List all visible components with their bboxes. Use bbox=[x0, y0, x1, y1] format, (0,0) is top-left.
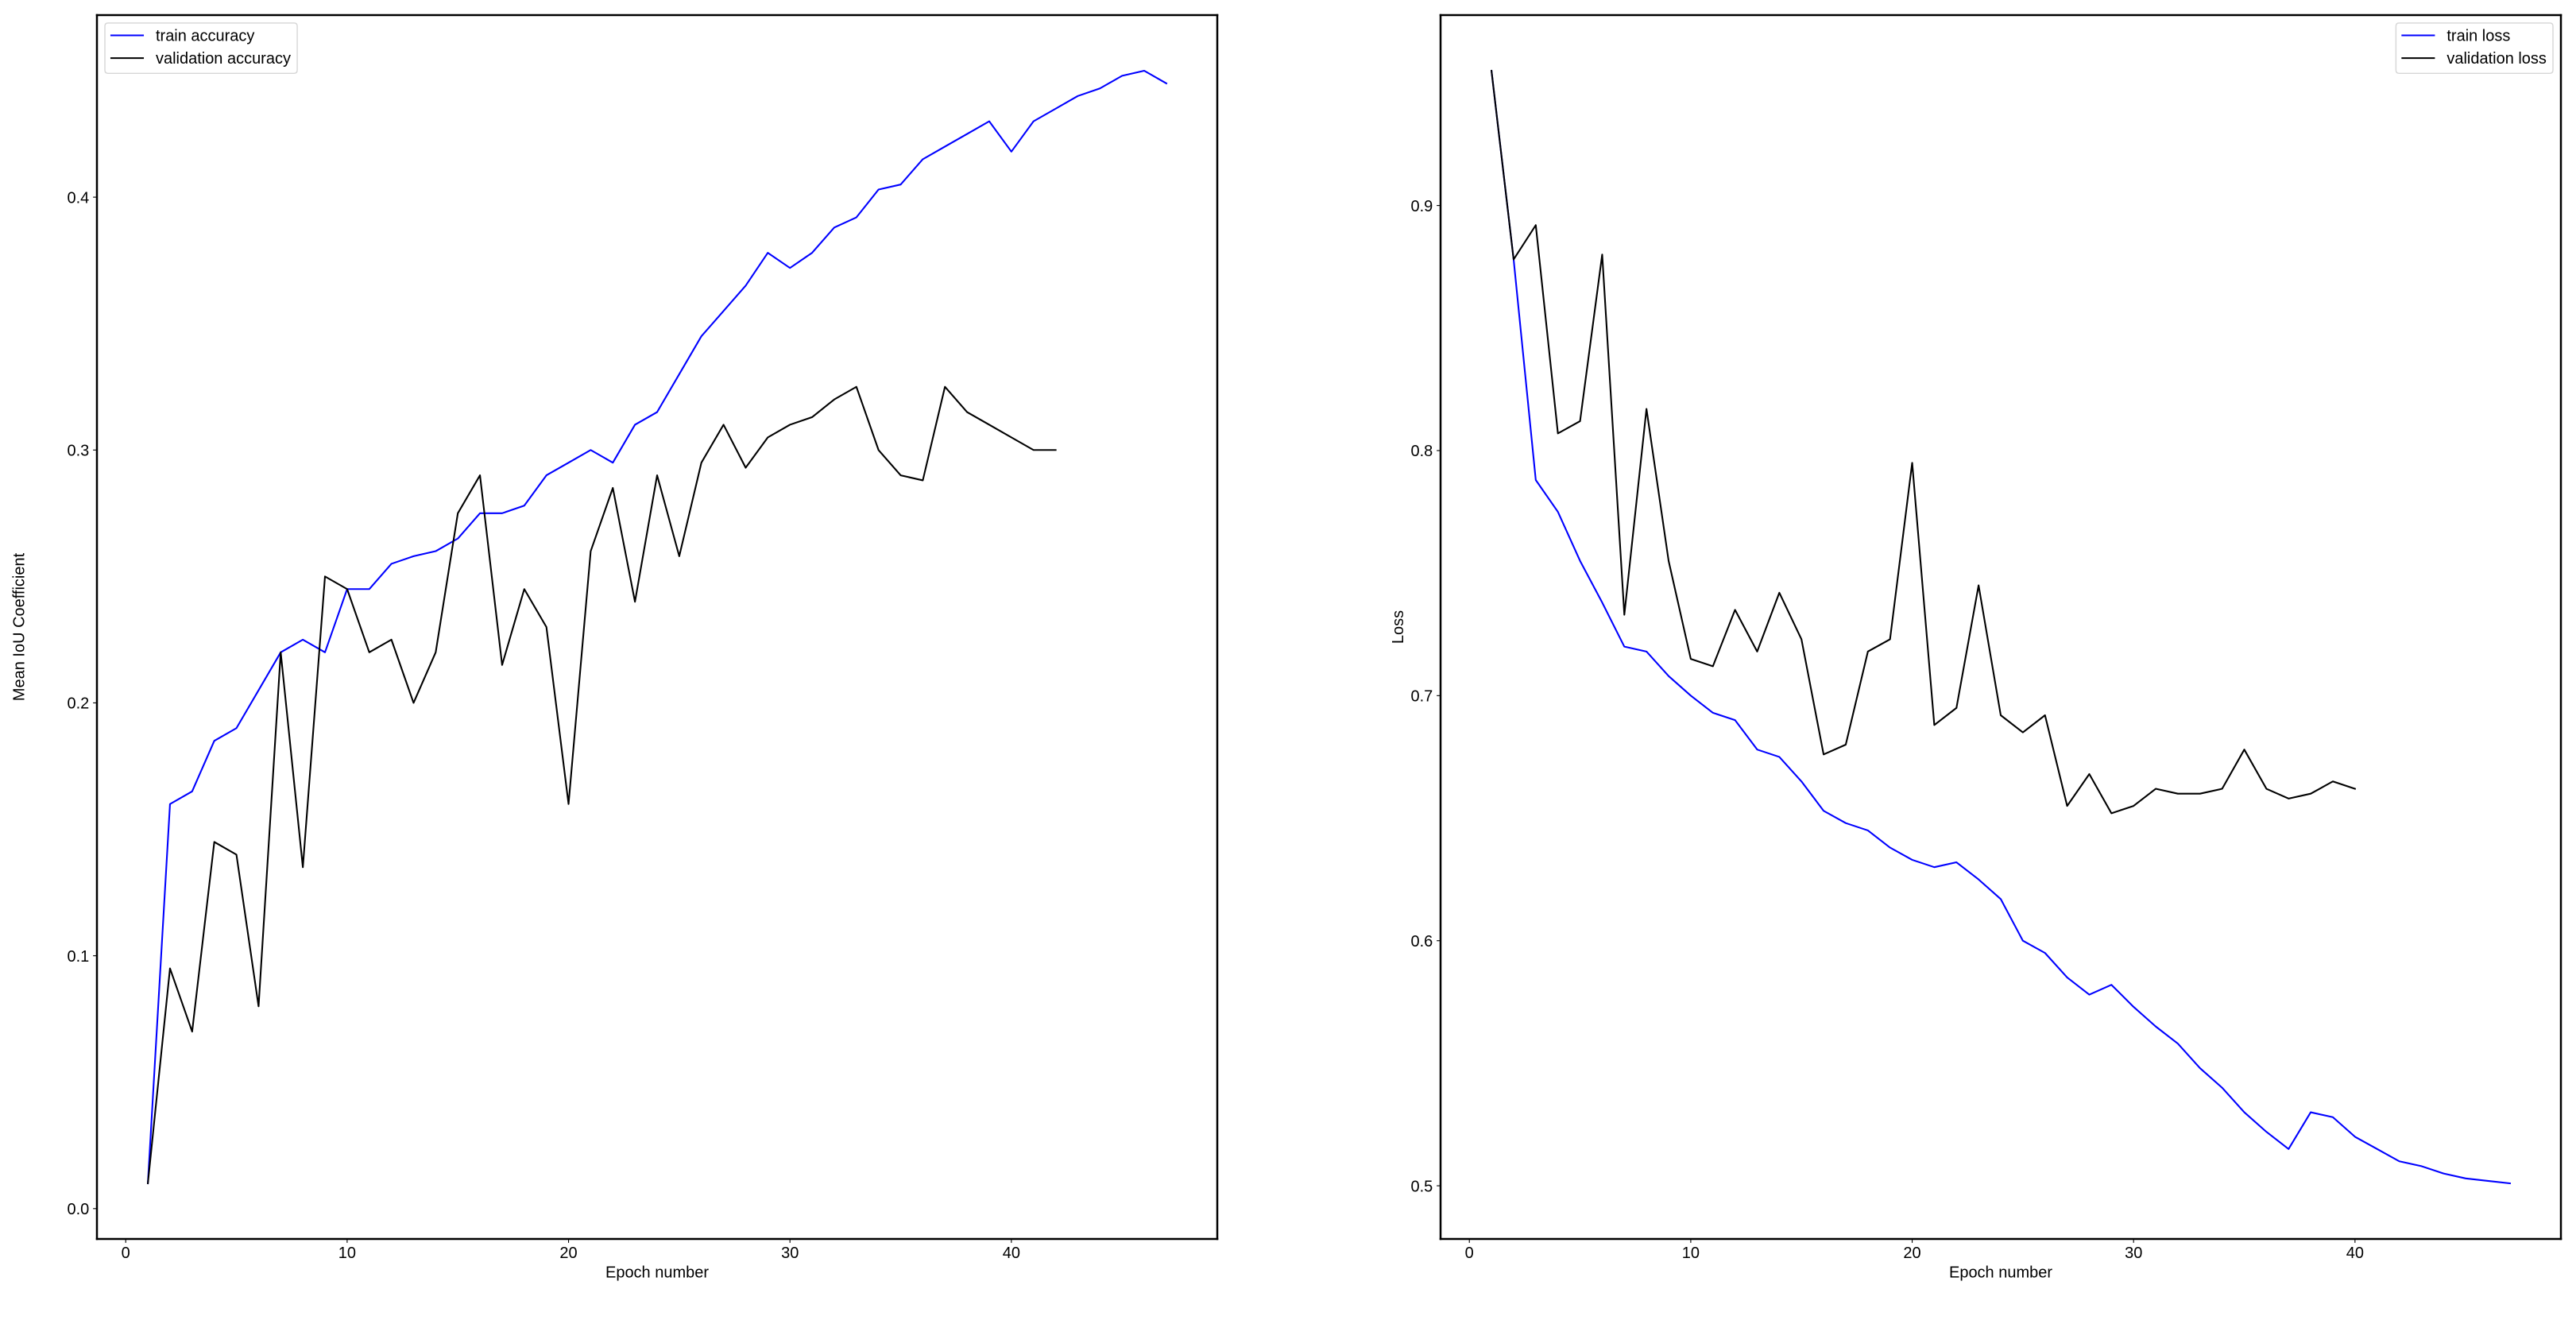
svg-text:Epoch number: Epoch number bbox=[605, 1264, 709, 1281]
svg-text:validation accuracy: validation accuracy bbox=[156, 50, 291, 68]
svg-text:0.1: 0.1 bbox=[67, 948, 89, 966]
svg-text:train accuracy: train accuracy bbox=[156, 27, 254, 45]
svg-text:0.4: 0.4 bbox=[67, 189, 89, 207]
svg-text:validation loss: validation loss bbox=[2446, 50, 2547, 68]
svg-text:0.6: 0.6 bbox=[1411, 933, 1433, 950]
svg-text:40: 40 bbox=[1003, 1245, 1020, 1262]
svg-text:30: 30 bbox=[2125, 1245, 2142, 1262]
svg-text:40: 40 bbox=[2346, 1245, 2364, 1262]
svg-text:0.9: 0.9 bbox=[1411, 198, 1433, 215]
svg-text:0.2: 0.2 bbox=[67, 695, 89, 713]
svg-text:Loss: Loss bbox=[1390, 610, 1407, 644]
svg-text:0.8: 0.8 bbox=[1411, 443, 1433, 460]
svg-text:train loss: train loss bbox=[2446, 27, 2510, 45]
svg-text:Epoch number: Epoch number bbox=[1949, 1264, 2052, 1281]
svg-text:20: 20 bbox=[1903, 1245, 1920, 1262]
svg-text:0.5: 0.5 bbox=[1411, 1178, 1433, 1195]
svg-text:Mean IoU Coefficient: Mean IoU Coefficient bbox=[10, 552, 28, 701]
svg-text:10: 10 bbox=[338, 1245, 356, 1262]
svg-text:0: 0 bbox=[122, 1245, 130, 1262]
svg-text:0.7: 0.7 bbox=[1411, 688, 1433, 706]
svg-text:20: 20 bbox=[559, 1245, 577, 1262]
svg-text:0.0: 0.0 bbox=[67, 1201, 89, 1218]
svg-text:0: 0 bbox=[1465, 1245, 1474, 1262]
svg-text:10: 10 bbox=[1682, 1245, 1700, 1262]
svg-text:0.3: 0.3 bbox=[67, 443, 89, 460]
svg-text:30: 30 bbox=[781, 1245, 799, 1262]
